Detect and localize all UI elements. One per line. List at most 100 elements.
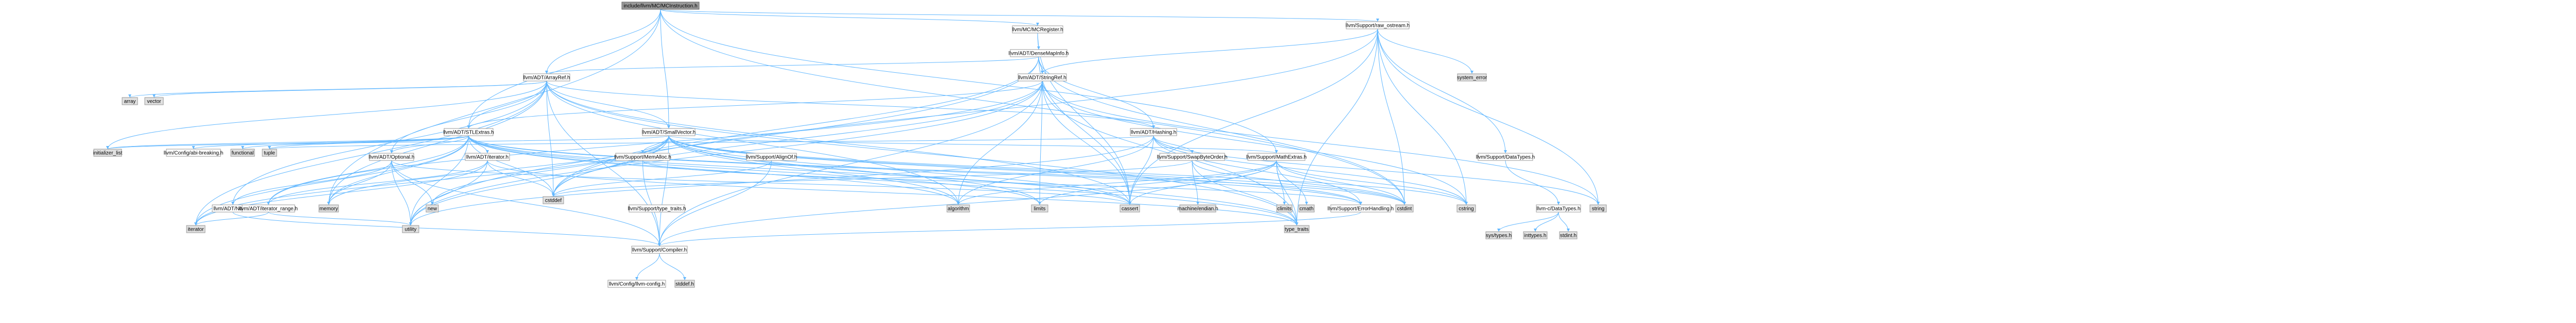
node-box	[1012, 25, 1063, 34]
edge-n_stlextras-to-n_algorithm	[468, 135, 960, 205]
node-box	[1485, 231, 1512, 239]
graph-node-iterator[interactable]: iterator	[186, 225, 206, 233]
node-label: iterator	[188, 227, 204, 233]
edge-n_adtiterator-to-n_cstddef	[487, 160, 555, 197]
graph-node-vector[interactable]: vector	[144, 97, 164, 105]
graph-node-mcregister[interactable]: llvm/MC/MCRegister.h	[1012, 25, 1063, 34]
node-label: llvm/ADT/DenseMapInfo.h	[1009, 51, 1069, 57]
edge-n_iterrange-to-n_iterator	[194, 212, 269, 226]
graph-node-datatypes[interactable]: llvm/Support/DataTypes.h	[1476, 153, 1535, 161]
node-box	[746, 153, 797, 161]
edge-n_stlextras-to-n_type_traits	[468, 135, 1298, 226]
nodes-layer: include/llvm/MC/MCInstruction.h llvm/MC/M…	[93, 2, 1607, 288]
edge-n_densemapinfo-to-n_cstddef	[552, 56, 1039, 197]
edge-n_stlextras-to-n_iterrange	[267, 135, 469, 205]
graph-node-stddef[interactable]: stddef.h	[674, 280, 695, 288]
graph-node-functional[interactable]: functional	[230, 149, 255, 157]
edge-n_rawostream-to-n_type_traits	[1295, 28, 1378, 226]
node-box	[1276, 204, 1293, 213]
graph-node-iterrange[interactable]: llvm/ADT/iterator_range.h	[239, 204, 298, 213]
graph-node-optional[interactable]: llvm/ADT/Optional.h	[369, 153, 415, 161]
edge-n_smallvector-to-n_initlist	[106, 135, 669, 150]
graph-node-rawostream[interactable]: llvm/Support/raw_ostream.h	[1346, 21, 1410, 29]
graph-node-memory[interactable]: memory	[318, 204, 339, 213]
graph-node-inttypes[interactable]: inttypes.h	[1523, 231, 1548, 239]
edge-n_memalloc-to-n_compiler	[642, 160, 661, 247]
node-label: llvm/Support/DataTypes.h	[1476, 155, 1535, 160]
node-box	[1346, 21, 1410, 29]
node-box	[465, 153, 510, 161]
graph-node-arrayref[interactable]: llvm/ADT/ArrayRef.h	[523, 73, 570, 82]
graph-node-cmath[interactable]: cmath	[1298, 204, 1315, 213]
node-label: type_traits	[1285, 227, 1309, 233]
graph-node-cstddef[interactable]: cstddef	[543, 196, 564, 204]
edge-n_stlextras-to-n_iterator	[194, 135, 469, 226]
edge-n_stlextras-to-n_optional	[390, 135, 469, 154]
node-label: llvm/Support/MemAlloc.h	[614, 155, 671, 160]
graph-node-alignof[interactable]: llvm/Support/AlignOf.h	[746, 153, 798, 161]
edge-n_hashing-to-n_cstring	[1153, 135, 1468, 205]
node-box	[1018, 73, 1067, 82]
edge-n_stringref-to-n_stlextras	[467, 80, 1043, 129]
node-label: llvm/Support/AlignOf.h	[746, 155, 798, 160]
graph-node-cassert[interactable]: cassert	[1120, 204, 1140, 213]
graph-node-cstdint[interactable]: cstdint	[1395, 204, 1414, 213]
graph-node-mcinst[interactable]: include/llvm/MC/MCInstruction.h	[621, 2, 700, 10]
edge-n_densemapinfo-to-n_cassert	[1038, 56, 1131, 205]
graph-node-machine-endian[interactable]: machine/endian.h	[1178, 204, 1218, 213]
graph-node-initlist[interactable]: initializer_list	[93, 149, 123, 157]
graph-node-systypes[interactable]: sys/types.h	[1485, 231, 1512, 239]
graph-node-cstring[interactable]: cstring	[1456, 204, 1476, 213]
graph-node-adtiterator[interactable]: llvm/ADT/iterator.h	[465, 153, 510, 161]
graph-node-swapbyteorder[interactable]: llvm/Support/SwapByteOrder.h	[1157, 153, 1228, 161]
graph-node-llvmc-datatypes[interactable]: llvm-c/DataTypes.h	[1536, 204, 1581, 213]
edge-n_mcinst-to-n_stlextras	[467, 9, 661, 129]
graph-node-array[interactable]: array	[122, 97, 138, 105]
graph-node-llvmconfig[interactable]: llvm/Config/llvm-config.h	[607, 280, 666, 288]
edge-n_arrayref-to-n_initlist	[106, 80, 547, 150]
node-label: llvm/ADT/SmallVector.h	[642, 130, 696, 136]
edge-n_optional-to-n_cassert	[391, 160, 1131, 205]
edge-n_swapbyteorder-to-n_cstddef	[552, 160, 1193, 197]
edge-n_memalloc-to-n_errorhandling	[642, 160, 1362, 205]
graph-node-abibreaking[interactable]: llvm/Config/abi-breaking.h	[164, 149, 224, 157]
edge-n_arrayref-to-n_compiler	[546, 80, 661, 247]
node-label: llvm/ADT/Hashing.h	[1131, 130, 1176, 136]
node-box	[607, 280, 666, 288]
graph-node-climits[interactable]: climits	[1276, 204, 1293, 213]
edge-n_adtiterator-to-n_iterator	[194, 160, 488, 226]
graph-node-type-traits[interactable]: type_traits	[1284, 225, 1310, 233]
edge-n_stringref-to-n_limits	[1038, 80, 1043, 205]
edge-n_rawostream-to-n_string	[1377, 28, 1600, 205]
graph-node-algorithm[interactable]: algorithm	[946, 204, 970, 213]
node-box	[1031, 204, 1048, 213]
node-label: machine/endian.h	[1178, 206, 1218, 212]
graph-node-new[interactable]: new	[426, 204, 439, 213]
graph-node-compiler[interactable]: llvm/Support/Compiler.h	[631, 246, 688, 254]
node-label: system_error	[1457, 75, 1487, 81]
graph-node-memalloc[interactable]: llvm/Support/MemAlloc.h	[614, 153, 671, 161]
graph-node-stringref[interactable]: llvm/ADT/StringRef.h	[1018, 73, 1067, 82]
edge-n_mathextras-to-n_cmath	[1276, 160, 1308, 205]
graph-node-stdint[interactable]: stdint.h	[1559, 231, 1578, 239]
graph-node-utility[interactable]: utility	[402, 225, 419, 233]
graph-node-tuple[interactable]: tuple	[262, 149, 277, 157]
graph-node-errorhandling[interactable]: llvm/Support/ErrorHandling.h	[1328, 204, 1394, 213]
graph-node-mathextras[interactable]: llvm/Support/MathExtras.h	[1246, 153, 1307, 161]
graph-node-densemapinfo[interactable]: llvm/ADT/DenseMapInfo.h	[1009, 49, 1069, 57]
edge-n_compiler-to-n_stddef	[659, 253, 686, 281]
graph-node-smallvector[interactable]: llvm/ADT/SmallVector.h	[642, 128, 696, 136]
graph-node-hashing[interactable]: llvm/ADT/Hashing.h	[1130, 128, 1177, 136]
node-label: new	[428, 206, 437, 212]
node-label: memory	[319, 206, 338, 212]
graph-node-stlextras[interactable]: llvm/ADT/STLExtras.h	[443, 128, 494, 136]
graph-node-string[interactable]: string	[1589, 204, 1607, 213]
graph-node-limits[interactable]: limits	[1031, 204, 1048, 213]
edge-n_swapbyteorder-to-n_cstdint	[1192, 160, 1406, 205]
graph-node-system-error[interactable]: system_error	[1457, 73, 1487, 82]
edge-n_stringref-to-n_cassert	[1042, 80, 1131, 205]
graph-node-typetraits-h[interactable]: llvm/Support/type_traits.h	[628, 204, 686, 213]
node-box	[318, 204, 339, 213]
edge-n_smallvector-to-n_cstddef	[552, 135, 669, 197]
node-label: vector	[147, 99, 161, 105]
